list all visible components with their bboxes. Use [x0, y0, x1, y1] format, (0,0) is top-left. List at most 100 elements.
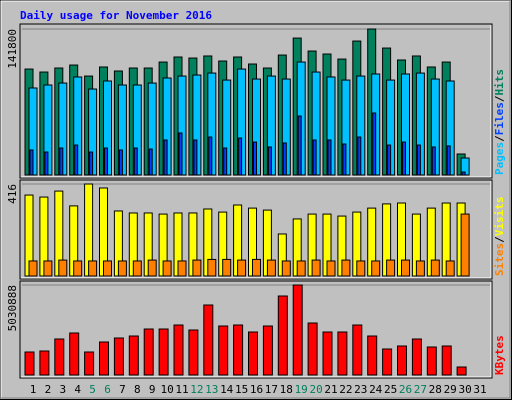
bar	[337, 331, 348, 376]
bar	[415, 260, 425, 277]
x-tick-label: 2	[45, 383, 52, 396]
bar	[58, 259, 68, 277]
legend-entry: Pages	[493, 142, 506, 175]
legend-entry: Visits	[493, 197, 506, 237]
bar	[118, 149, 123, 176]
x-tick-label: 29	[444, 383, 457, 396]
bar	[222, 258, 232, 277]
x-tick-label: 21	[324, 383, 337, 396]
bar	[352, 324, 363, 376]
bar	[192, 259, 202, 277]
bar	[193, 139, 198, 176]
bar	[253, 141, 257, 176]
bar	[460, 213, 470, 277]
bar	[162, 260, 172, 277]
x-tick-label: 16	[250, 383, 263, 396]
bar	[178, 132, 183, 176]
bar	[173, 324, 184, 376]
bar	[113, 337, 124, 376]
bar	[371, 260, 381, 277]
bar	[133, 147, 138, 176]
x-tick-label: 26	[399, 383, 412, 396]
panel-bevel	[21, 25, 492, 178]
bar	[292, 284, 303, 376]
bar	[104, 147, 108, 176]
bar	[147, 259, 157, 277]
panel-bevel	[21, 282, 492, 378]
bar	[69, 332, 80, 376]
x-tick-label: 17	[265, 383, 278, 396]
bar	[445, 260, 455, 277]
bar	[356, 260, 366, 277]
bar	[84, 351, 95, 376]
x-tick-label: 31	[473, 383, 486, 396]
bar	[24, 351, 35, 376]
bar	[39, 350, 50, 376]
bar	[208, 136, 213, 176]
bar	[28, 260, 38, 277]
bar	[426, 346, 437, 376]
bar	[401, 259, 410, 277]
legend-entry: Sites	[493, 243, 506, 276]
bar	[277, 295, 288, 376]
bar	[248, 331, 258, 376]
x-tick-label: 7	[119, 383, 126, 396]
bar	[282, 142, 287, 176]
legend-entry: Hits	[493, 69, 506, 96]
x-tick-label: 25	[384, 383, 397, 396]
x-tick-label: 28	[429, 383, 442, 396]
bar	[430, 259, 440, 277]
bar	[312, 139, 317, 176]
legend: Sites/Visits	[493, 197, 506, 277]
bar	[44, 151, 49, 176]
x-tick-label: 20	[309, 383, 322, 396]
x-tick-label: 8	[134, 383, 141, 396]
x-tick-label: 14	[220, 383, 234, 396]
legend: KBytes	[493, 335, 506, 375]
bar	[103, 260, 112, 277]
x-tick-label: 19	[295, 383, 308, 396]
bar	[238, 137, 243, 176]
bar	[296, 260, 306, 277]
bar	[456, 366, 467, 376]
x-tick-label: 6	[104, 383, 111, 396]
bar	[307, 322, 318, 376]
x-tick-label: 11	[175, 383, 188, 396]
bar	[326, 260, 336, 277]
x-tick-label: 9	[149, 383, 156, 396]
bar	[203, 304, 214, 376]
bar	[431, 146, 436, 176]
x-tick-label: 13	[205, 383, 218, 396]
bar	[88, 260, 98, 277]
x-tick-label: 1	[30, 383, 37, 396]
bar	[163, 139, 168, 176]
bar	[188, 329, 199, 376]
bar	[143, 328, 154, 376]
x-tick-label: 3	[59, 383, 66, 396]
bar	[297, 115, 302, 176]
bar	[233, 324, 244, 376]
bar	[357, 136, 362, 176]
bar	[218, 325, 229, 376]
bar	[117, 260, 127, 277]
legend-separator: /	[493, 236, 506, 243]
bar	[177, 260, 187, 277]
bar	[59, 147, 64, 176]
y-tick-label: 416	[6, 184, 19, 204]
x-tick-label: 10	[160, 383, 173, 396]
bar	[341, 259, 351, 277]
bar	[461, 171, 466, 176]
bar	[411, 338, 422, 376]
bar	[54, 338, 65, 376]
y-tick-label: 5030888	[6, 285, 19, 331]
bar	[387, 144, 392, 176]
bar	[322, 331, 333, 376]
bar	[158, 328, 169, 376]
legend-entry: Files	[493, 102, 506, 135]
bar	[128, 335, 139, 376]
bar	[446, 145, 451, 176]
bar	[29, 149, 34, 176]
bar	[99, 341, 109, 376]
bar	[207, 258, 217, 277]
